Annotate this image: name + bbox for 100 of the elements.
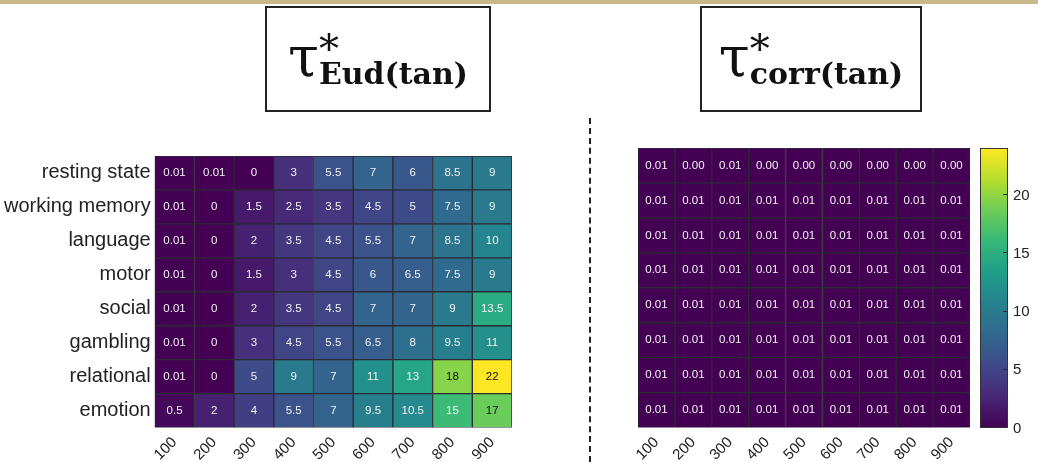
x-tick-label: 900 [926, 432, 957, 462]
y-tick-label: language [68, 228, 151, 251]
data-label: 9 [488, 166, 496, 179]
data-label: 0.00 [829, 158, 853, 171]
data-label: 0.01 [163, 267, 186, 280]
data-label: 6 [369, 267, 377, 280]
x-tick-label: 500 [308, 432, 339, 462]
data-label: 7 [330, 369, 337, 382]
data-label: 0.01 [829, 368, 853, 381]
data-label: 0.00 [903, 158, 926, 171]
data-label: 0.01 [755, 368, 779, 381]
data-label: 0.01 [866, 193, 889, 206]
data-label: 0.01 [792, 298, 816, 311]
data-label: 0.01 [866, 368, 889, 381]
data-label: 2 [211, 403, 218, 416]
data-label: 3 [250, 335, 258, 348]
data-label: 8.5 [444, 166, 461, 179]
data-label: 0 [211, 335, 218, 348]
data-label: 0.01 [203, 166, 226, 179]
data-label: 9 [488, 200, 496, 213]
data-label: 0.01 [645, 368, 668, 381]
data-label: 0.01 [755, 403, 779, 416]
data-label: 0.01 [719, 368, 742, 381]
data-label: 7 [409, 301, 416, 314]
color-bar-label: 5 [1013, 360, 1022, 379]
data-label: 0.00 [866, 158, 889, 171]
data-label: 9.5 [444, 335, 461, 348]
data-label: 0 [211, 267, 218, 280]
y-tick-label: relational [69, 364, 151, 387]
data-label: 7 [369, 166, 377, 179]
data-label: 0 [250, 166, 258, 179]
data-label: 0.01 [829, 263, 853, 276]
y-tick-label: resting state [41, 160, 151, 183]
data-label: 0.01 [163, 369, 186, 382]
data-label: 0.01 [903, 228, 926, 241]
data-label: 0 [211, 369, 218, 382]
data-label: 2.5 [285, 200, 302, 213]
data-label: 0.01 [719, 298, 742, 311]
data-label: 0.01 [792, 228, 816, 241]
data-label: 0.01 [682, 368, 705, 381]
data-label: 7 [369, 301, 377, 314]
data-label: 6.5 [365, 335, 382, 348]
data-label: 0.00 [755, 158, 779, 171]
data-label: 7 [409, 234, 416, 247]
data-label: 0.01 [829, 228, 853, 241]
x-tick-label: 200 [189, 432, 220, 462]
data-label: 10.5 [401, 403, 424, 416]
y-tick-label: working memory [3, 194, 151, 217]
data-label: 0.01 [903, 298, 926, 311]
data-label: 22 [485, 369, 499, 382]
data-label: 0.01 [755, 263, 779, 276]
data-label: 0.01 [719, 193, 742, 206]
data-label: 0.01 [163, 166, 186, 179]
data-label: 0 [211, 301, 218, 314]
data-label: 0.01 [940, 368, 963, 381]
data-label: 0.01 [829, 193, 853, 206]
y-tick-label: emotion [79, 398, 151, 421]
color-bar-label: 0 [1013, 418, 1022, 437]
data-label: 0.01 [829, 333, 853, 346]
x-tick-label: 400 [268, 432, 299, 462]
data-label: 0.01 [163, 200, 186, 213]
x-tick-label: 400 [742, 432, 773, 462]
data-label: 0.01 [682, 228, 705, 241]
data-label: 7.5 [444, 267, 461, 280]
data-label: 0.01 [940, 193, 963, 206]
data-label: 0.01 [719, 333, 742, 346]
data-label: 0.01 [163, 301, 186, 314]
data-label: 0.01 [645, 298, 668, 311]
y-tick-label: social [99, 296, 151, 319]
data-label: 7.5 [444, 200, 461, 213]
x-tick-label: 500 [779, 432, 810, 462]
data-label: 5.5 [325, 335, 342, 348]
data-label: 0.01 [866, 263, 889, 276]
data-label: 0.01 [940, 263, 963, 276]
x-tick-label: 600 [816, 432, 846, 462]
data-label: 10 [485, 234, 499, 247]
data-label: 5 [250, 369, 258, 382]
x-tick-label: 100 [149, 432, 180, 462]
data-label: 0.01 [682, 263, 705, 276]
data-label: 0.01 [903, 333, 926, 346]
data-label: 0.01 [866, 298, 889, 311]
x-tick-label: 800 [427, 432, 458, 462]
data-label: 3 [290, 267, 297, 280]
data-label: 8 [409, 335, 416, 348]
data-label: 0.01 [645, 158, 668, 171]
data-label: 9 [488, 267, 496, 280]
data-label: 0.01 [792, 263, 816, 276]
color-bar-label: 20 [1013, 185, 1030, 204]
data-label: 4.5 [285, 335, 302, 348]
data-label: 3.5 [325, 200, 342, 213]
data-label: 0.01 [719, 158, 742, 171]
data-label: 0.00 [682, 158, 705, 171]
x-tick-label: 700 [388, 432, 418, 462]
data-label: 13 [406, 369, 420, 382]
data-label: 0.01 [866, 333, 889, 346]
data-label: 0.01 [719, 228, 742, 241]
data-label: 15 [446, 403, 459, 416]
data-label: 6.5 [404, 267, 421, 280]
data-label: 0.01 [903, 403, 926, 416]
data-label: 5 [409, 200, 416, 213]
